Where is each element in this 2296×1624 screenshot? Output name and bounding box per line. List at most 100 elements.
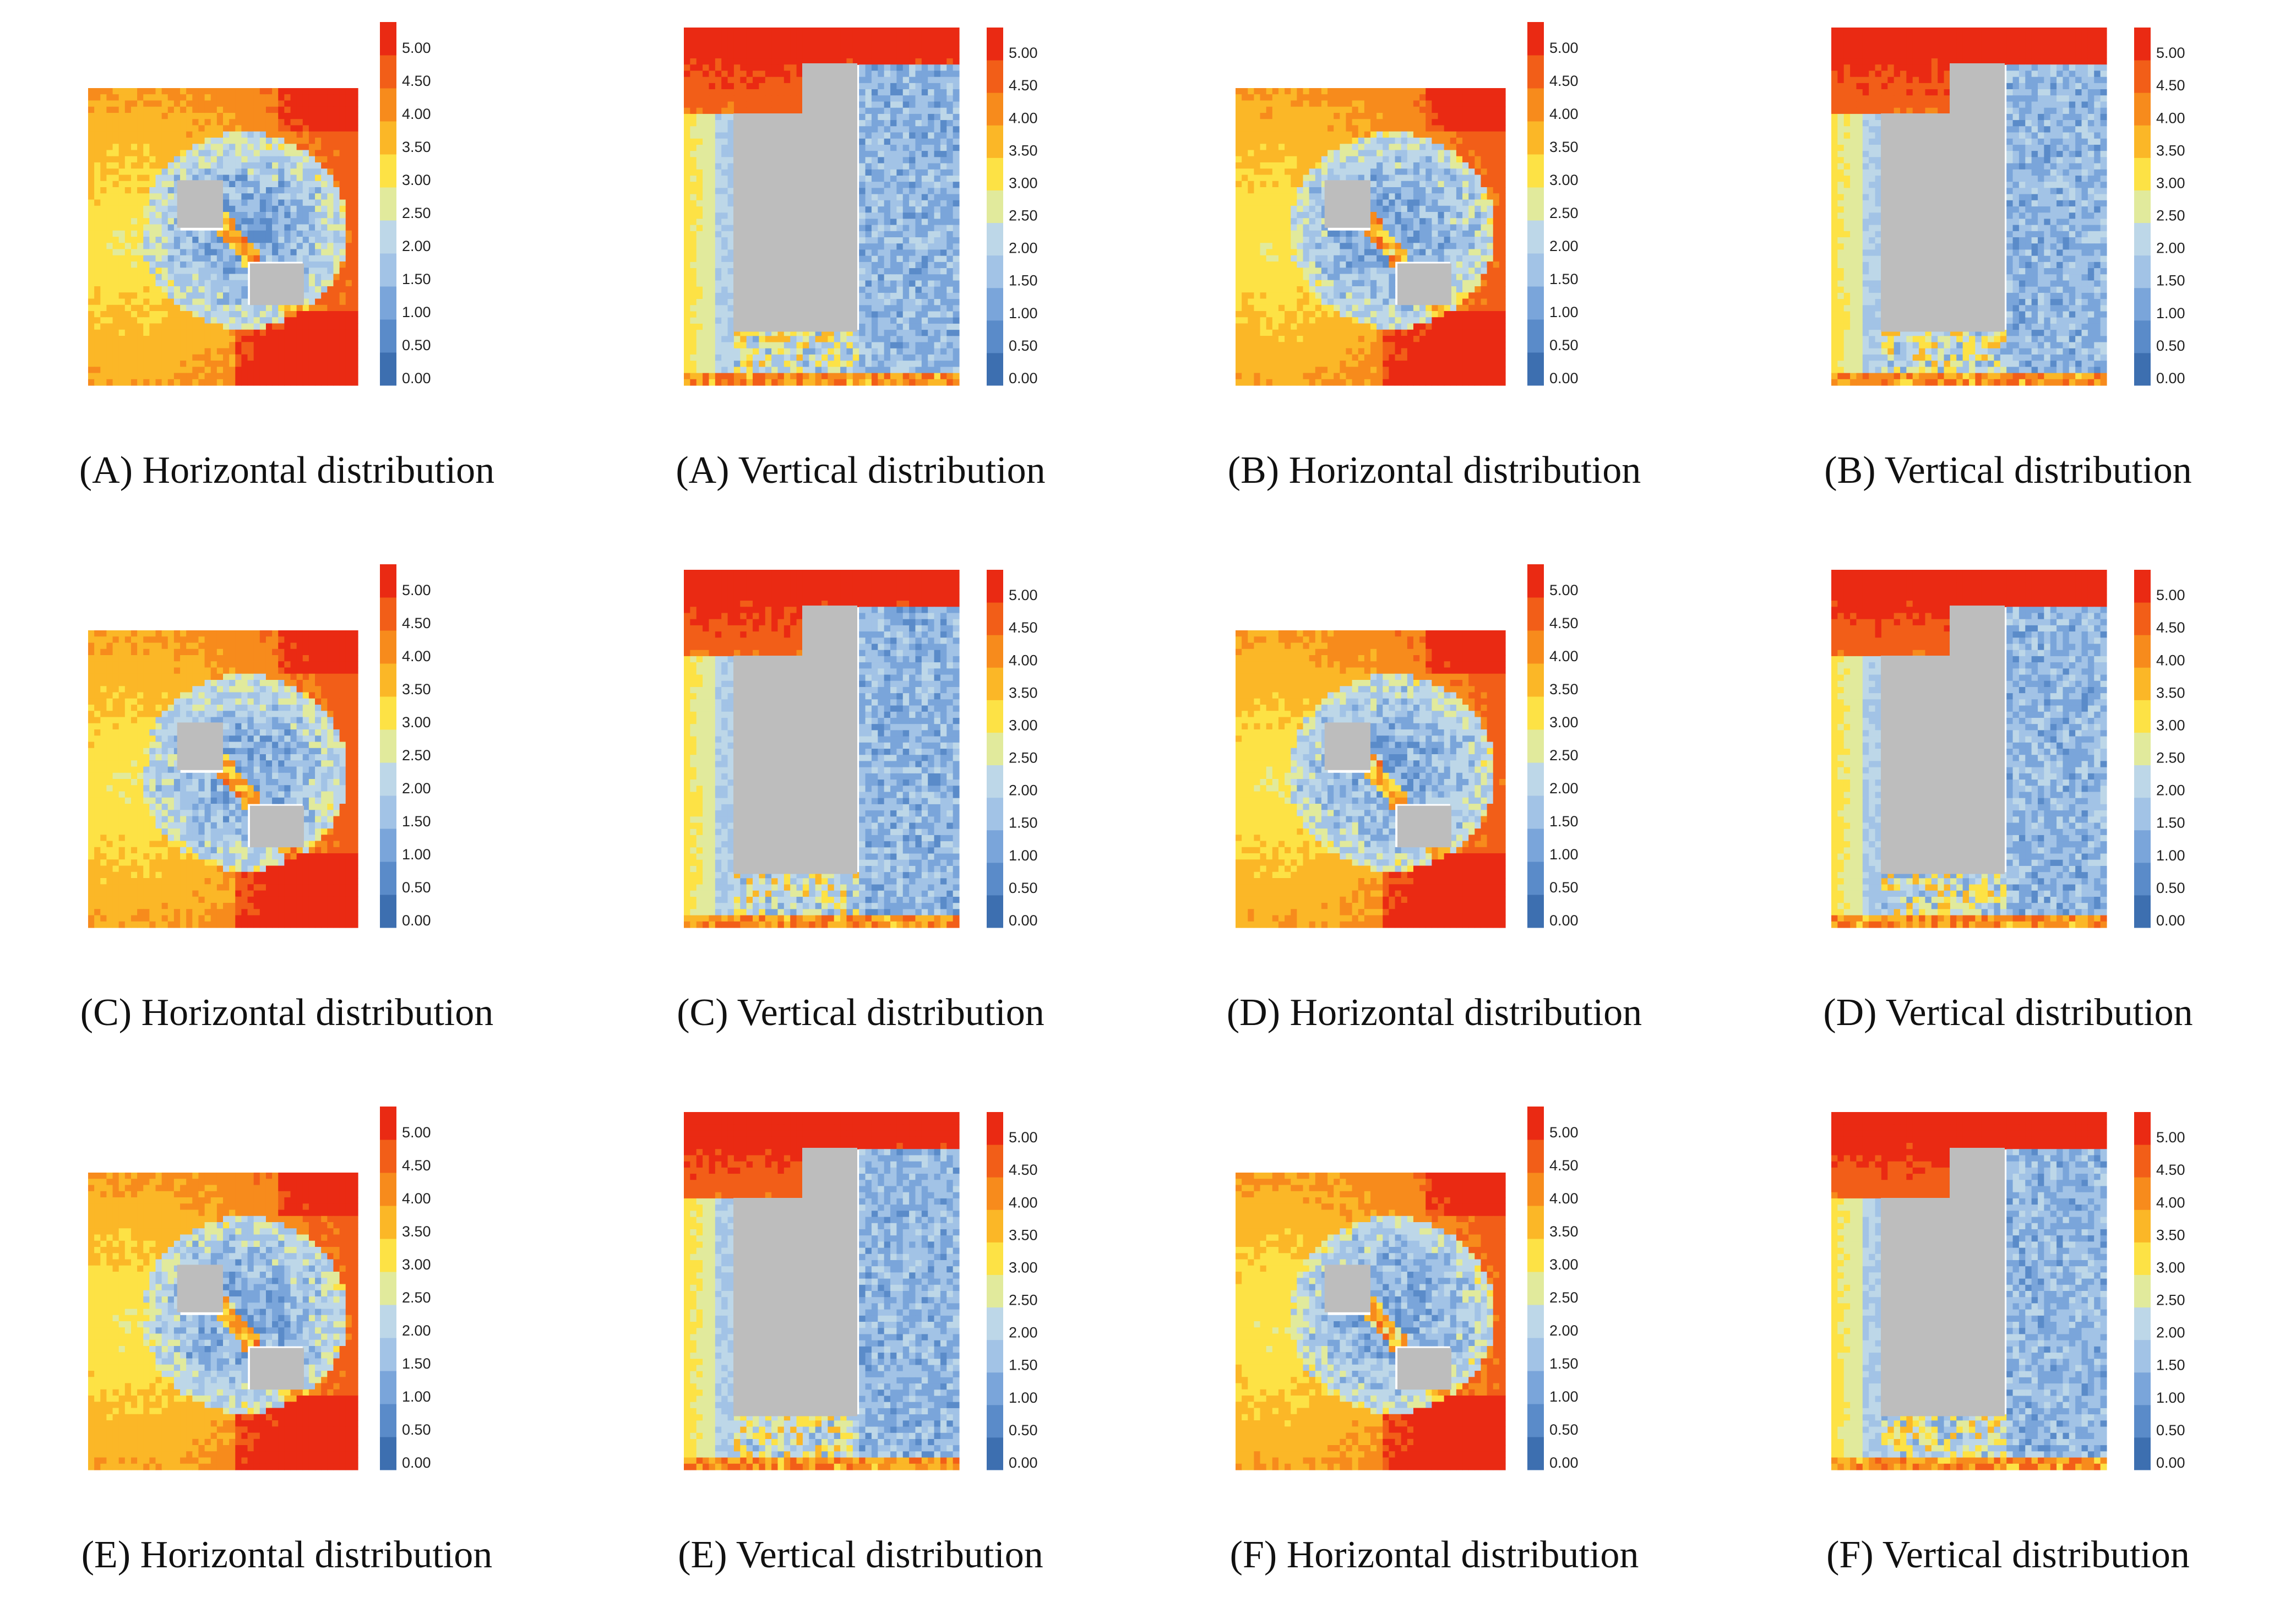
heat-cell xyxy=(734,336,741,342)
heat-cell xyxy=(192,94,199,101)
heatmap-vertical: 0.000.501.001.502.002.503.003.504.004.50… xyxy=(574,0,1147,435)
heat-cell xyxy=(1456,249,1463,256)
heat-cell xyxy=(896,324,903,330)
heat-cell xyxy=(903,206,910,213)
heat-cell xyxy=(890,299,897,306)
heat-cell xyxy=(934,305,941,312)
heat-cell xyxy=(903,120,910,127)
heat-cell xyxy=(1401,168,1408,175)
heat-cell xyxy=(734,83,741,90)
heat-cell xyxy=(186,113,193,119)
heat-cell xyxy=(872,299,878,306)
heat-cell xyxy=(846,52,853,59)
heat-cell xyxy=(1487,101,1494,107)
heat-cell xyxy=(149,261,156,268)
heat-cell xyxy=(753,70,759,77)
heat-cell xyxy=(953,34,960,40)
heat-cell xyxy=(878,28,884,34)
heat-cell xyxy=(909,108,916,115)
heat-cell xyxy=(703,120,709,127)
heat-cell xyxy=(333,274,340,281)
heat-cell xyxy=(1475,243,1481,249)
heat-cell xyxy=(1493,187,1500,194)
heat-cell xyxy=(1456,132,1463,138)
heat-cell xyxy=(303,132,309,138)
heat-cell xyxy=(903,355,910,361)
heat-cell xyxy=(903,182,910,188)
heat-cell xyxy=(1321,237,1328,243)
heat-cell xyxy=(1444,181,1451,188)
heat-cell xyxy=(803,336,809,342)
heat-cell xyxy=(903,312,910,318)
heat-cell xyxy=(1413,101,1420,107)
heat-cell xyxy=(291,324,297,330)
heat-cell xyxy=(859,64,866,71)
heat-cell xyxy=(284,355,291,361)
heat-cell xyxy=(721,101,728,108)
heat-cell xyxy=(162,150,168,157)
heat-cell xyxy=(953,52,960,59)
heat-cell xyxy=(684,373,690,380)
heat-cell xyxy=(272,132,279,138)
heat-cell xyxy=(697,262,703,269)
heat-cell xyxy=(248,379,254,386)
heat-cell xyxy=(205,168,211,175)
heat-cell xyxy=(1315,187,1322,194)
heat-cell xyxy=(928,188,934,194)
heat-cell xyxy=(709,231,715,238)
heat-cell xyxy=(205,379,211,386)
heat-cell xyxy=(728,373,734,380)
heat-cell xyxy=(953,280,960,287)
heat-cell xyxy=(866,299,872,306)
heat-cell xyxy=(272,367,279,373)
heat-cell xyxy=(840,373,847,380)
heat-cell xyxy=(168,274,175,281)
heat-cell xyxy=(777,77,784,84)
heat-cell xyxy=(284,88,291,95)
heat-cell xyxy=(1242,193,1248,200)
heat-cell xyxy=(903,170,910,176)
heat-cell xyxy=(721,89,728,96)
heat-cell xyxy=(909,170,916,176)
heat-cell xyxy=(903,40,910,46)
heat-cell xyxy=(721,200,728,207)
heat-cell xyxy=(333,144,340,150)
heat-cell xyxy=(1376,218,1383,225)
heat-cell xyxy=(1272,243,1279,249)
heat-cell xyxy=(94,261,101,268)
heat-cell xyxy=(125,255,132,262)
heat-cell xyxy=(1321,144,1328,150)
heat-cell xyxy=(1456,225,1463,231)
heat-cell xyxy=(156,113,162,119)
heat-cell xyxy=(859,355,866,361)
heat-cell xyxy=(291,144,297,150)
heat-cell xyxy=(1358,162,1365,169)
heat-cell xyxy=(953,139,960,145)
heat-cell xyxy=(915,126,922,133)
heat-cell xyxy=(934,249,941,256)
heat-cell xyxy=(834,342,841,349)
heat-cell xyxy=(113,132,119,138)
heat-cell xyxy=(1260,193,1267,200)
heat-cell xyxy=(113,187,119,194)
colorbar-tick-label: 4.50 xyxy=(1009,77,1038,94)
heat-cell xyxy=(728,367,734,373)
heat-cell xyxy=(229,373,236,380)
heat-cell xyxy=(297,175,303,182)
heat-cell xyxy=(235,280,242,287)
heat-cell xyxy=(327,119,334,126)
heat-cell xyxy=(149,255,156,262)
heat-cell xyxy=(266,132,273,138)
heat-cell xyxy=(137,317,144,324)
heat-cell xyxy=(896,336,903,342)
heat-cell xyxy=(309,206,315,212)
heat-cell xyxy=(1376,126,1383,132)
heat-cell xyxy=(684,206,690,213)
heat-cell xyxy=(1303,187,1310,194)
heat-cell xyxy=(168,268,175,274)
heat-cell xyxy=(709,83,715,90)
heat-cell xyxy=(765,64,772,71)
heat-cell xyxy=(866,312,872,318)
heat-cell xyxy=(797,367,803,373)
heat-cell xyxy=(797,70,803,77)
